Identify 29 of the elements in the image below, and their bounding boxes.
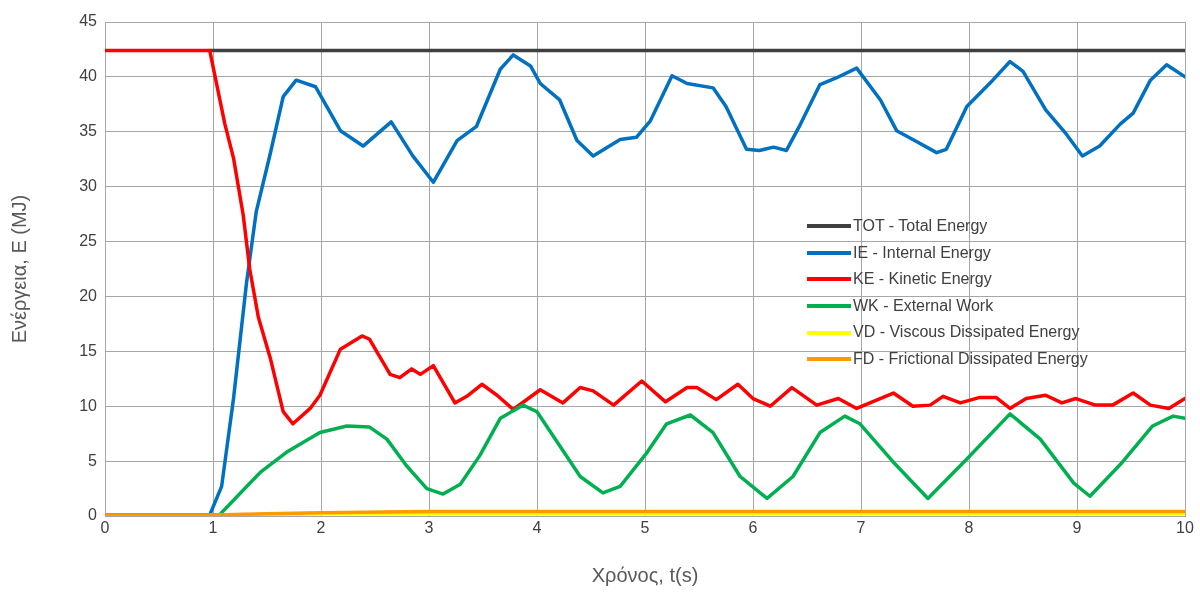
x-axis-title: Χρόνος, t(s)	[591, 563, 699, 586]
y-axis-title: Ενέργεια, E (MJ)	[7, 194, 30, 344]
y-tick-label: 15	[79, 341, 98, 359]
x-tick-label: 9	[1072, 519, 1082, 537]
x-tick-label: 8	[964, 519, 974, 537]
y-tick-label: 40	[79, 67, 98, 85]
x-tick-label: 3	[424, 519, 434, 537]
y-tick-label: 0	[88, 506, 98, 524]
legend-label: VD - Viscous Dissipated Energy	[853, 322, 1080, 343]
legend-label: IE - Internal Energy	[853, 242, 991, 263]
x-tick-label: 1	[208, 519, 218, 537]
legend-label: WK - External Work	[853, 295, 994, 316]
y-tick-label: 25	[79, 231, 98, 249]
x-tick-label: 10	[1176, 519, 1194, 537]
y-tick-label: 5	[88, 451, 98, 469]
x-tick-label: 7	[856, 519, 866, 537]
y-tick-label: 20	[79, 286, 98, 304]
x-tick-label: 5	[640, 519, 650, 537]
y-tick-label: 35	[79, 122, 98, 140]
y-tick-label: 30	[79, 177, 98, 195]
x-tick-label: 2	[316, 519, 326, 537]
legend-label: TOT - Total Energy	[853, 216, 988, 236]
x-tick-label: 4	[532, 519, 542, 537]
legend-label: FD - Frictional Dissipated Energy	[853, 348, 1088, 369]
x-tick-label: 0	[100, 519, 110, 537]
y-tick-label: 45	[79, 12, 98, 30]
x-tick-label: 6	[748, 519, 758, 537]
legend-label: KE - Kinetic Energy	[853, 269, 992, 290]
y-tick-label: 10	[79, 396, 98, 414]
